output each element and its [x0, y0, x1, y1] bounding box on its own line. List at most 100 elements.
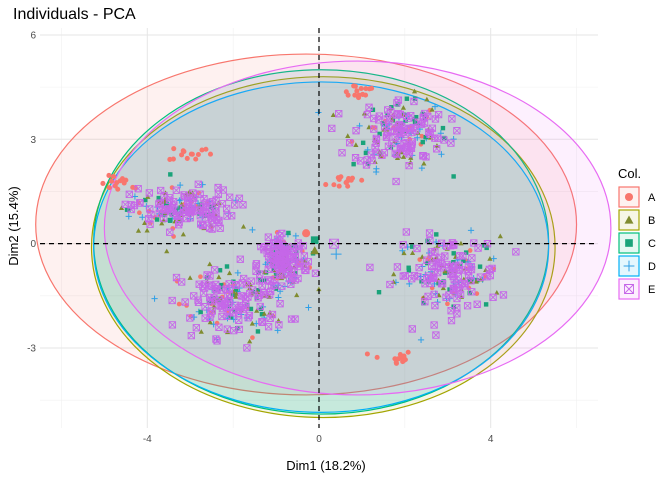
- point-b: [391, 271, 397, 277]
- point-a: [109, 178, 115, 184]
- point-d: [399, 247, 406, 254]
- point-c: [143, 197, 148, 203]
- point-e: [266, 314, 274, 322]
- point-e: [456, 252, 464, 260]
- point-a: [100, 180, 106, 186]
- point-c: [423, 116, 428, 121]
- point-d: [199, 181, 206, 188]
- point-e: [386, 280, 394, 289]
- point-e: [200, 194, 208, 203]
- point-e: [411, 126, 419, 135]
- point-c: [409, 244, 415, 249]
- point-e: [255, 277, 264, 285]
- point-e: [460, 280, 468, 288]
- point-e: [223, 204, 231, 213]
- point-e: [489, 293, 497, 301]
- point-c: [286, 230, 291, 236]
- point-a: [106, 172, 112, 178]
- point-a: [119, 176, 125, 182]
- point-e: [172, 186, 180, 194]
- point-c: [377, 131, 382, 137]
- point-c: [156, 195, 161, 201]
- point-e: [187, 331, 195, 340]
- point-e: [468, 254, 476, 262]
- point-e: [423, 256, 431, 264]
- point-e: [190, 194, 198, 202]
- legend-key-glyph: [624, 192, 634, 202]
- point-b: [216, 274, 222, 280]
- point-e: [486, 271, 494, 280]
- point-c: [404, 96, 410, 101]
- point-c: [376, 289, 382, 295]
- point-e: [483, 240, 492, 248]
- point-e: [426, 236, 434, 245]
- point-b: [487, 256, 493, 261]
- point-a: [474, 291, 480, 296]
- legend-item-b: B: [618, 209, 655, 231]
- legend-label: C: [648, 238, 656, 250]
- point-b: [400, 105, 407, 110]
- point-a: [358, 85, 364, 92]
- point-d: [373, 168, 380, 176]
- point-a: [345, 183, 351, 189]
- point-a: [336, 176, 342, 183]
- legend-key-glyph: [624, 215, 634, 224]
- point-e: [127, 201, 135, 209]
- point-e: [431, 301, 439, 310]
- point-d: [275, 294, 282, 301]
- point-b: [408, 155, 414, 160]
- point-d: [431, 103, 439, 110]
- point-b: [164, 248, 170, 254]
- point-e: [421, 298, 429, 306]
- point-c: [425, 238, 430, 244]
- point-e: [328, 124, 336, 132]
- point-a: [111, 173, 117, 179]
- point-e: [405, 161, 413, 170]
- point-e: [235, 316, 243, 324]
- point-e: [296, 259, 304, 268]
- legend-item-a: A: [618, 186, 656, 208]
- point-e: [246, 289, 254, 298]
- point-c: [440, 125, 446, 131]
- point-e: [266, 291, 274, 299]
- point-a: [467, 248, 473, 253]
- point-e: [362, 161, 371, 169]
- x-tick-label: 4: [488, 434, 494, 445]
- point-a: [198, 274, 203, 280]
- point-c: [234, 287, 239, 292]
- ellipse-d: [93, 81, 550, 413]
- point-c: [423, 134, 428, 140]
- point-d: [417, 336, 425, 343]
- point-e: [393, 111, 401, 119]
- point-e: [288, 253, 296, 261]
- point-e: [429, 273, 437, 282]
- point-e: [181, 298, 189, 306]
- point-e: [370, 114, 378, 123]
- point-d: [292, 232, 299, 239]
- point-b: [440, 285, 446, 291]
- point-e: [468, 288, 476, 296]
- point-e: [304, 258, 313, 266]
- point-e: [448, 115, 456, 123]
- reference-lines: [40, 28, 598, 428]
- point-a: [170, 156, 176, 162]
- point-e: [402, 228, 411, 236]
- point-e: [391, 149, 399, 158]
- point-e: [420, 119, 429, 127]
- point-a: [188, 151, 194, 157]
- point-d: [414, 134, 421, 141]
- legend-key-glyph: [625, 239, 633, 247]
- point-e: [399, 241, 407, 249]
- legend-key-glyph: [624, 284, 634, 294]
- y-tick-label: 6: [30, 30, 36, 41]
- point-b: [409, 250, 416, 256]
- group-centroids: [302, 229, 342, 260]
- point-c: [167, 218, 173, 223]
- y-tick-label: -3: [27, 344, 36, 355]
- point-e: [273, 252, 281, 261]
- point-a: [199, 147, 205, 153]
- point-c: [217, 268, 223, 273]
- point-c: [406, 268, 412, 273]
- point-b: [411, 88, 418, 94]
- point-b: [187, 275, 193, 280]
